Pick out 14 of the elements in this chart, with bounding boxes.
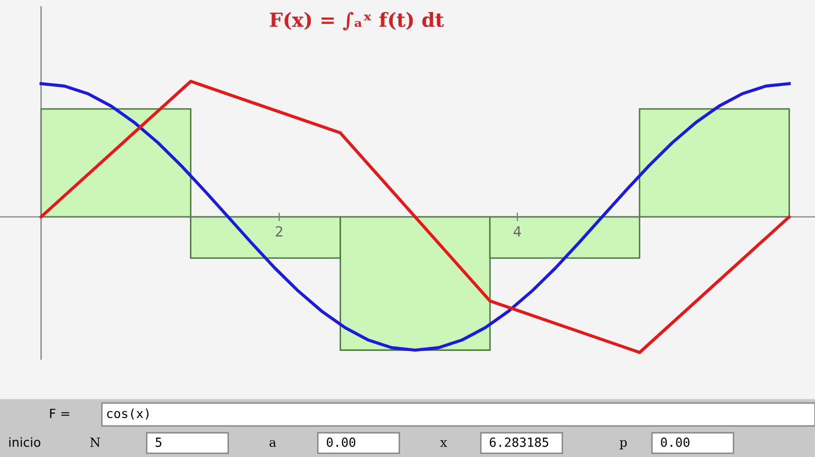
text: 0.00 — [660, 437, 690, 447]
text: 0.00 — [326, 437, 356, 447]
text: cos(x) — [107, 408, 149, 420]
x-tick-label: 2 — [276, 226, 282, 236]
text: N — [90, 438, 100, 447]
text: F = — [50, 408, 70, 418]
text: p — [620, 440, 627, 450]
text: 6.283185 — [490, 437, 548, 447]
text: x — [440, 440, 447, 447]
chart-title: F(x) = ∫ₐˣ f(t) dt — [270, 12, 444, 30]
x-tick-label: 4 — [514, 226, 521, 236]
text: inicio — [9, 437, 40, 447]
text: 5 — [156, 438, 162, 447]
text: a — [270, 440, 276, 447]
